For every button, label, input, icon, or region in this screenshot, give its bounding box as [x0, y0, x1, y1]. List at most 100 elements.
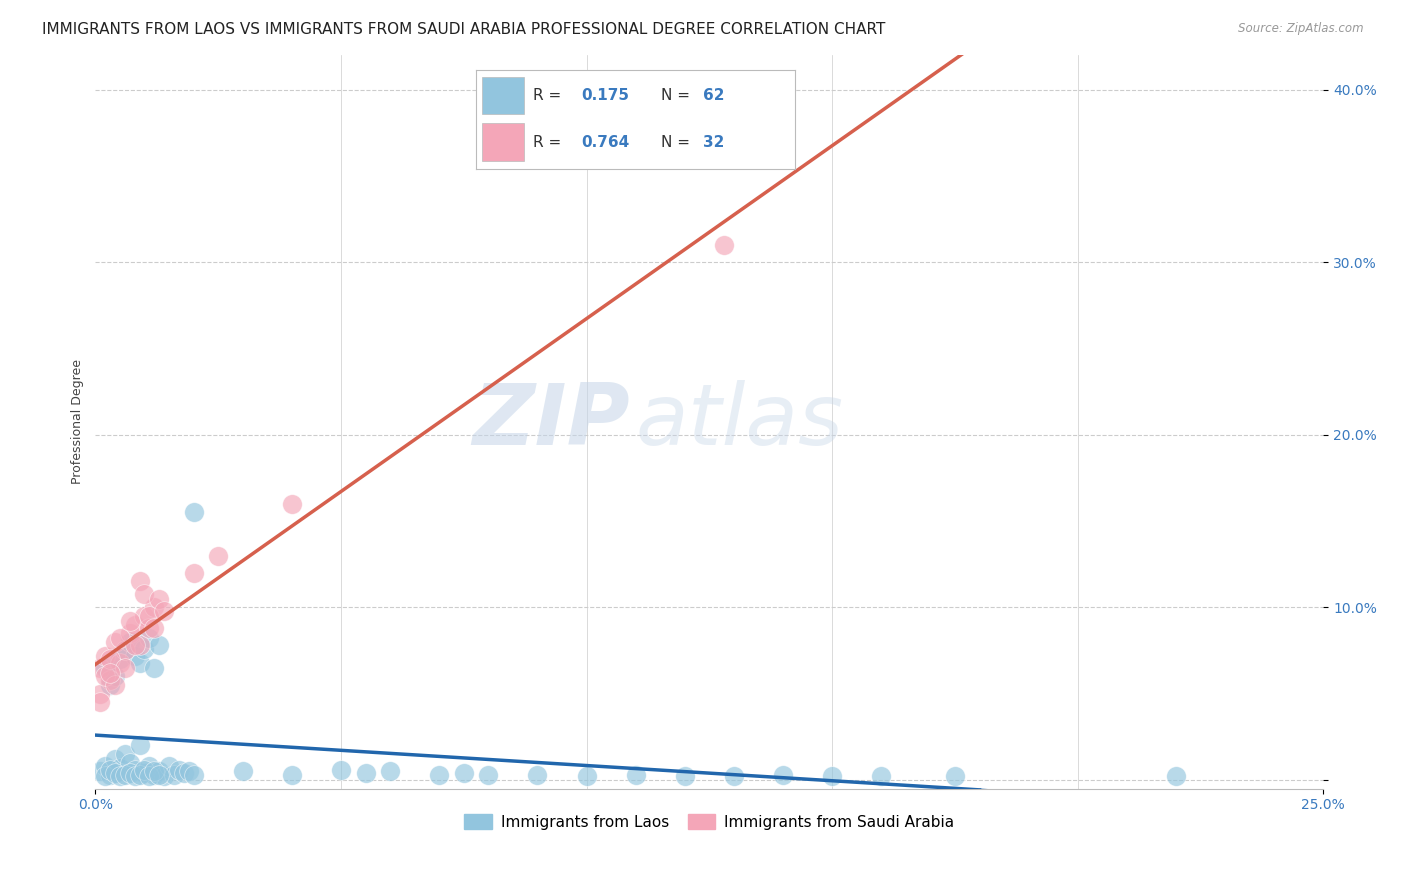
Point: [108, 769, 131, 783]
Point: [183, 566, 205, 580]
Point: [143, 764, 166, 779]
Point: [143, 621, 166, 635]
Point: [1164, 769, 1187, 783]
Point: [821, 769, 844, 783]
Point: [281, 497, 304, 511]
Point: [118, 635, 141, 649]
Point: [138, 632, 160, 646]
Point: [134, 586, 156, 600]
Point: [114, 643, 136, 657]
Y-axis label: Professional Degree: Professional Degree: [72, 359, 84, 484]
Point: [89, 695, 111, 709]
Point: [104, 766, 127, 780]
Point: [138, 621, 160, 635]
Text: ZIP: ZIP: [472, 380, 630, 463]
Point: [173, 766, 195, 780]
Point: [148, 764, 170, 779]
Point: [281, 768, 304, 782]
Point: [118, 766, 141, 780]
Point: [207, 549, 229, 563]
Point: [943, 769, 966, 783]
Point: [128, 638, 150, 652]
Point: [118, 614, 141, 628]
Point: [153, 604, 176, 618]
Text: IMMIGRANTS FROM LAOS VS IMMIGRANTS FROM SAUDI ARABIA PROFESSIONAL DEGREE CORRELA: IMMIGRANTS FROM LAOS VS IMMIGRANTS FROM …: [42, 22, 886, 37]
Point: [118, 756, 141, 770]
Point: [378, 764, 401, 779]
Point: [157, 759, 180, 773]
Point: [118, 626, 141, 640]
Point: [134, 763, 156, 777]
Point: [124, 648, 146, 663]
Point: [183, 768, 205, 782]
Point: [148, 591, 170, 606]
Point: [108, 632, 131, 646]
Point: [114, 643, 136, 657]
Point: [148, 638, 170, 652]
Point: [453, 766, 475, 780]
Point: [177, 764, 200, 779]
Point: [94, 759, 117, 773]
Point: [98, 665, 121, 680]
Text: Source: ZipAtlas.com: Source: ZipAtlas.com: [1239, 22, 1364, 36]
Point: [143, 768, 166, 782]
Point: [143, 600, 166, 615]
Point: [354, 766, 377, 780]
Point: [723, 769, 745, 783]
Point: [104, 678, 127, 692]
Point: [98, 652, 121, 666]
Point: [134, 609, 156, 624]
Point: [124, 638, 146, 652]
Point: [134, 641, 156, 656]
Point: [134, 766, 156, 780]
Point: [108, 652, 131, 666]
Point: [167, 763, 190, 777]
Point: [128, 656, 150, 670]
Point: [94, 769, 117, 783]
Point: [108, 761, 131, 775]
Point: [575, 769, 598, 783]
Point: [148, 768, 170, 782]
Point: [673, 769, 696, 783]
Point: [138, 609, 160, 624]
Point: [108, 656, 131, 670]
Point: [114, 661, 136, 675]
Legend: Immigrants from Laos, Immigrants from Saudi Arabia: Immigrants from Laos, Immigrants from Sa…: [458, 807, 960, 836]
Point: [183, 505, 205, 519]
Point: [143, 661, 166, 675]
Point: [98, 673, 121, 687]
Point: [124, 617, 146, 632]
Point: [94, 669, 117, 683]
Point: [98, 678, 121, 692]
Point: [104, 752, 127, 766]
Point: [163, 768, 186, 782]
Point: [124, 769, 146, 783]
Point: [124, 763, 146, 777]
Point: [477, 768, 499, 782]
Point: [104, 635, 127, 649]
Point: [128, 739, 150, 753]
Point: [329, 763, 352, 777]
Point: [98, 763, 121, 777]
Point: [89, 687, 111, 701]
Point: [94, 648, 117, 663]
Point: [89, 661, 111, 675]
Point: [713, 238, 735, 252]
Point: [624, 768, 647, 782]
Point: [89, 764, 111, 779]
Point: [526, 768, 548, 782]
Point: [138, 769, 160, 783]
Point: [98, 768, 121, 782]
Point: [153, 769, 176, 783]
Point: [114, 747, 136, 761]
Point: [114, 768, 136, 782]
Point: [427, 768, 450, 782]
Text: atlas: atlas: [636, 380, 844, 463]
Point: [128, 768, 150, 782]
Point: [138, 759, 160, 773]
Point: [104, 669, 127, 683]
Point: [772, 768, 794, 782]
Point: [870, 769, 893, 783]
Point: [232, 764, 254, 779]
Point: [128, 574, 150, 589]
